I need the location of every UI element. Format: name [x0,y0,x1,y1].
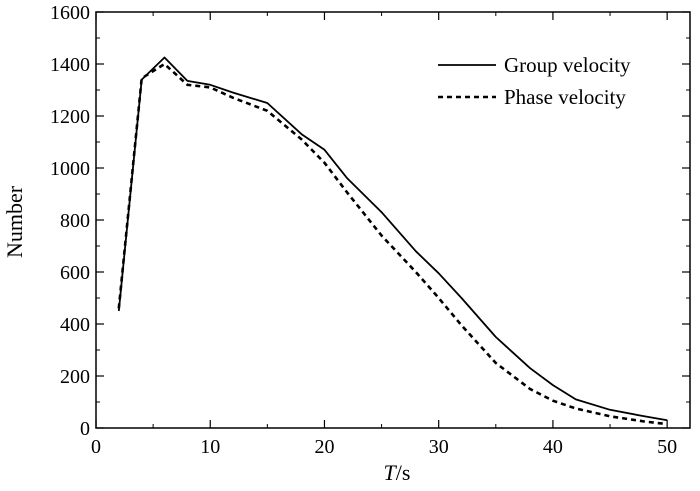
x-axis-label: T/s [384,460,411,485]
plot-frame [95,11,691,429]
y-tick-label: 200 [60,366,90,388]
y-tick-label: 1200 [50,106,90,128]
x-tick-label: 50 [657,436,677,458]
x-axis-label-italic: T [384,460,398,485]
series-layer [117,56,668,426]
legend: Group velocity Phase velocity [438,53,631,109]
x-tick-label: 10 [200,436,220,458]
y-tick-label: 1600 [50,2,90,24]
legend-label-phase-velocity: Phase velocity [504,85,626,109]
x-tick-label: 30 [429,436,449,458]
y-tick-label: 600 [60,262,90,284]
series-line-phase-velocity [117,62,668,426]
y-tick-label: 1000 [50,158,90,180]
y-tick-label: 400 [60,314,90,336]
y-axis-label: Number [2,185,27,258]
x-tick-label: 0 [91,436,101,458]
series-line-group-velocity [117,56,668,422]
legend-label-group-velocity: Group velocity [504,53,631,77]
y-tick-label: 800 [60,210,90,232]
x-tick-label: 40 [543,436,563,458]
y-tick-label: 1400 [50,54,90,76]
x-axis-label-unit: /s [396,460,411,485]
y-tick-label: 0 [80,418,90,440]
x-tick-label: 20 [314,436,334,458]
